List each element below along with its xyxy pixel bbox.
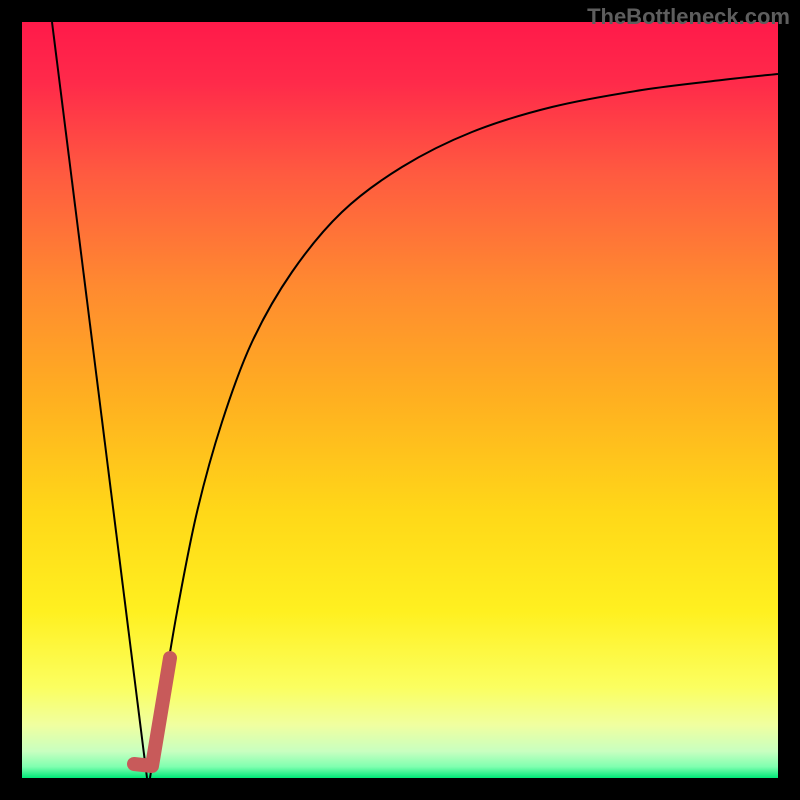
gradient-chart xyxy=(22,22,778,778)
chart-background xyxy=(22,22,778,778)
plot-area xyxy=(22,22,778,778)
watermark-text: TheBottleneck.com xyxy=(587,4,790,30)
chart-frame: TheBottleneck.com xyxy=(0,0,800,800)
